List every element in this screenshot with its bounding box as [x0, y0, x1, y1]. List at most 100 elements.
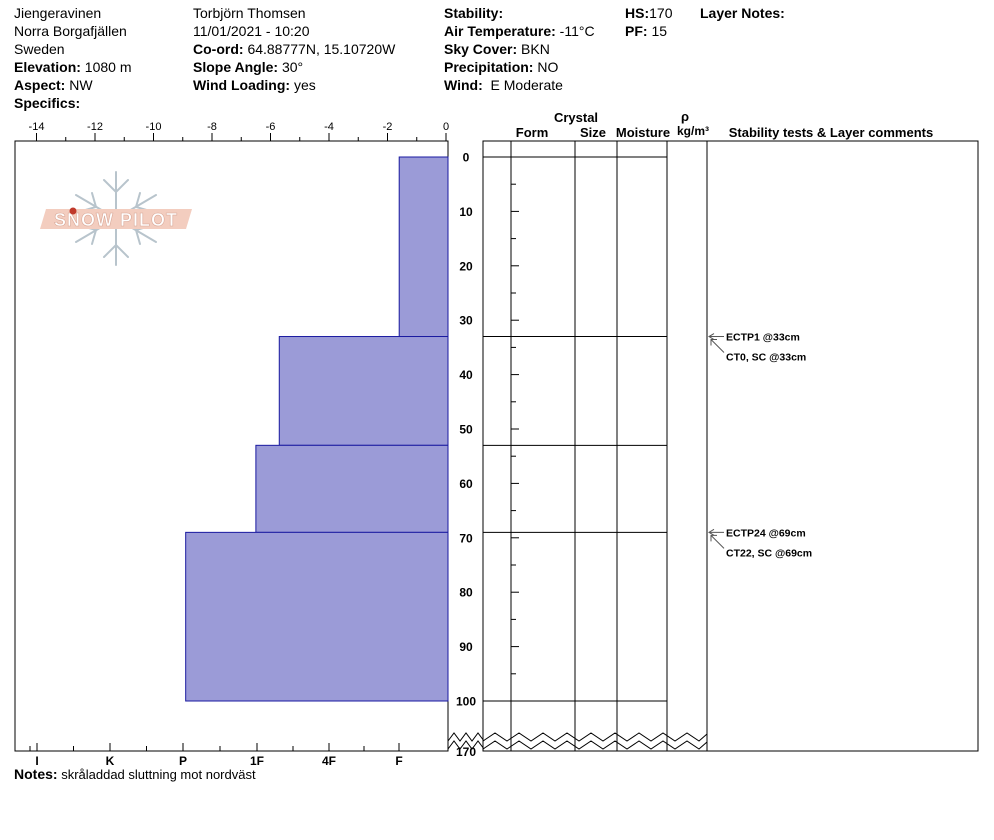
depth-break-table-2: [482, 740, 708, 750]
hardness-tick-label: 4F: [322, 754, 336, 768]
aspect-value: NW: [69, 77, 93, 93]
wind-row: Wind: E Moderate: [444, 77, 563, 93]
coord-value: 64.88777N, 15.10720W: [247, 41, 396, 57]
hardness-layer-bar: [185, 531, 449, 702]
layer-boundary-lines: [483, 156, 667, 702]
stability-row: Stability:: [444, 5, 504, 21]
temp-tick-label: 0: [443, 121, 449, 133]
header-col-2: Torbjörn Thomsen 11/01/2021 - 10:20 Co-o…: [193, 4, 395, 94]
moisture-header: Moisture: [616, 125, 670, 140]
stability-arrowhead: [708, 528, 715, 536]
wind-loading-row: Wind Loading: yes: [193, 77, 316, 93]
air-temp-value: -11°C: [559, 23, 595, 39]
header-col-4: HS:170 PF: 15: [625, 4, 672, 40]
stability-arrowhead: [710, 534, 717, 542]
stability-test-label: ECTP24 @69cm: [726, 527, 806, 539]
temp-tick-label: -10: [146, 121, 162, 133]
coord-row: Co-ord: 64.88777N, 15.10720W: [193, 41, 396, 57]
depth-tick-label: 30: [459, 314, 473, 328]
hardness-tick-label: F: [395, 754, 402, 768]
header-col-1: Jiengeravinen Norra Borgafjällen Sweden …: [14, 4, 132, 112]
stability-test-label: CT0, SC @33cm: [726, 352, 806, 364]
depth-tick-label: 90: [459, 640, 473, 654]
hardness-tick-label: 1F: [250, 754, 264, 768]
logo-dot: [69, 207, 77, 215]
notes-label: Notes:: [14, 766, 58, 782]
depth-tick-label: 50: [459, 423, 473, 437]
wind-value: E Moderate: [490, 77, 563, 93]
form-header: Form: [516, 125, 549, 140]
stability-test-label: CT22, SC @69cm: [726, 547, 812, 559]
wind-loading-value: yes: [293, 77, 316, 93]
depth-tick-label: 40: [459, 368, 473, 382]
stability-comments-header: Stability tests & Layer comments: [729, 125, 933, 140]
depth-tick-label: 20: [459, 259, 473, 273]
depth-tick-label: 10: [459, 205, 473, 219]
density-unit-header: kg/m³: [677, 124, 709, 138]
hardness-layer-bar: [398, 156, 449, 338]
slope-value: 30°: [281, 59, 304, 75]
air-temp-row: Air Temperature: -11°C: [444, 23, 595, 39]
temp-tick-label: -12: [87, 121, 103, 133]
observer-name: Torbjörn Thomsen: [193, 5, 306, 21]
country-name: Sweden: [14, 41, 65, 57]
depth-break-table: [482, 732, 708, 742]
stability-arrow: [710, 339, 725, 353]
pf-value: 15: [651, 23, 668, 39]
pf-row: PF: 15: [625, 23, 668, 39]
hardness-tick-label: K: [106, 754, 115, 768]
header-col-5: Layer Notes:: [700, 4, 785, 22]
rho-header: ρ: [681, 109, 689, 124]
temp-tick-label: -4: [324, 121, 334, 133]
specifics-row: Specifics:: [14, 95, 81, 111]
hardness-axis: I K P 1F 4F F: [29, 743, 403, 768]
location-name: Jiengeravinen: [14, 5, 102, 21]
sky-row: Sky Cover: BKN: [444, 41, 550, 57]
hs-row: HS:170: [625, 5, 673, 21]
logo-text: SNOW PILOT: [54, 210, 178, 230]
snow-pilot-logo: SNOW PILOT: [40, 171, 192, 266]
stability-arrowhead: [710, 339, 717, 346]
temp-tick-label: -6: [266, 121, 276, 133]
precip-value: NO: [537, 59, 559, 75]
elevation-row: Elevation: 1080 m: [14, 59, 132, 75]
depth-tick-label: 70: [459, 531, 473, 545]
stability-arrowhead: [708, 333, 715, 340]
logo-band: [40, 209, 192, 229]
hardness-tick-label: I: [35, 754, 38, 768]
depth-break-left: [447, 732, 485, 742]
crystal-table: Crystal Form Size Moisture ρ kg/m³ Stabi…: [482, 109, 979, 752]
temperature-axis: -14 -12 -10 -8 -6 -4 -2 0: [29, 121, 449, 141]
slope-row: Slope Angle: 30°: [193, 59, 304, 75]
stability-arrow: [710, 535, 725, 549]
temp-tick-label: -14: [29, 121, 45, 133]
layer-notes-label: Layer Notes:: [700, 5, 785, 21]
depth-tick-label: 100: [456, 695, 476, 709]
hardness-layer-bar: [255, 444, 449, 533]
sky-value: BKN: [521, 41, 550, 57]
snow-profile-chart: -14 -12 -10 -8 -6 -4 -2 0 I K P 1F 4F F SNOW PILOT 0…: [14, 109, 979, 768]
size-header: Size: [580, 125, 606, 140]
temp-tick-label: -8: [207, 121, 217, 133]
hs-value: 170: [649, 5, 673, 21]
crystal-header: Crystal: [554, 110, 598, 125]
crystal-table-frame: [482, 140, 979, 752]
precip-row: Precipitation: NO: [444, 59, 559, 75]
hardness-layer-bar: [278, 336, 449, 446]
notes-text: skråladdad sluttning mot nordväst: [61, 767, 256, 782]
elevation-value: 1080 m: [84, 59, 132, 75]
depth-tick-label: 0: [463, 151, 470, 165]
hardness-layers: [185, 156, 449, 702]
stability-test-label: ECTP1 @33cm: [726, 332, 800, 344]
region-name: Norra Borgafjällen: [14, 23, 127, 39]
aspect-row: Aspect: NW: [14, 77, 93, 93]
header-col-3: Stability: Air Temperature: -11°C Sky Co…: [444, 4, 595, 94]
depth-break-left-2: [447, 740, 485, 750]
temp-tick-label: -2: [383, 121, 393, 133]
depth-tick-label: 80: [459, 586, 473, 600]
observation-datetime: 11/01/2021 - 10:20: [193, 23, 310, 39]
depth-tick-label: 60: [459, 477, 473, 491]
hardness-tick-label: P: [179, 754, 187, 768]
stability-tests: ECTP1 @33cm CT0, SC @33cm ECTP24 @69cm CT22…: [708, 332, 812, 559]
